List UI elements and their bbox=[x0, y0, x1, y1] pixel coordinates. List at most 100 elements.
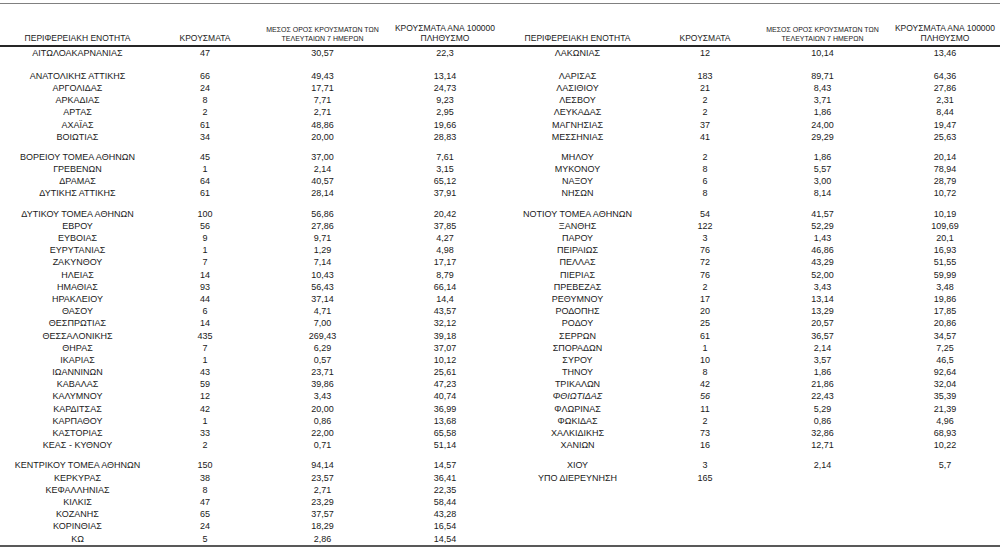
avg7-cell: 29,29 bbox=[755, 131, 890, 143]
avg7-cell bbox=[755, 532, 890, 545]
region-name-cell: ΜΥΚΟΝΟΥ bbox=[500, 163, 655, 175]
cases-cell: 61 bbox=[155, 187, 255, 199]
region-name-cell: ΛΕΥΚΑΔΑΣ bbox=[500, 106, 655, 118]
cases-cell: 8 bbox=[655, 163, 755, 175]
region-name-cell: ΛΑΚΩΝΙΑΣ bbox=[500, 46, 655, 59]
avg7-cell: 1,86 bbox=[755, 106, 890, 118]
table-row: ΑΡΚΑΔΙΑΣ87,719,23ΛΕΣΒΟΥ23,712,31 bbox=[0, 94, 1000, 106]
cases-cell: 100 bbox=[155, 208, 255, 220]
avg7-cell bbox=[755, 484, 890, 496]
cases-cell: 183 bbox=[655, 70, 755, 82]
avg7-cell: 0,57 bbox=[255, 354, 390, 366]
avg7-cell: 8,14 bbox=[755, 187, 890, 199]
per100k-cell: 51,14 bbox=[390, 439, 500, 451]
avg7-cell: 2,14 bbox=[755, 459, 890, 471]
table-row: ΒΟΙΩΤΙΑΣ3420,0028,83ΜΕΣΣΗΝΙΑΣ4129,2925,6… bbox=[0, 131, 1000, 143]
cases-cell: 24 bbox=[155, 520, 255, 532]
avg7-cell: 28,14 bbox=[255, 187, 390, 199]
avg7-cell: 21,86 bbox=[755, 378, 890, 390]
cases-cell bbox=[655, 532, 755, 545]
cases-cell: 47 bbox=[155, 496, 255, 508]
per100k-cell: 13,46 bbox=[890, 46, 1000, 59]
cases-cell: 44 bbox=[155, 293, 255, 305]
region-name-cell: ΘΕΣΠΡΩΤΙΑΣ bbox=[0, 317, 155, 329]
cases-cell: 14 bbox=[155, 269, 255, 281]
avg7-cell: 7,14 bbox=[255, 256, 390, 268]
table-row: ΕΥΡΥΤΑΝΙΑΣ11,294,98ΠΕΙΡΑΙΩΣ7646,8616,93 bbox=[0, 244, 1000, 256]
per100k-cell: 7,25 bbox=[890, 342, 1000, 354]
region-name-cell: ΚΕΦΑΛΛΗΝΙΑΣ bbox=[0, 484, 155, 496]
cases-cell: 21 bbox=[655, 82, 755, 94]
region-name-cell: ΚΟΡΙΝΘΙΑΣ bbox=[0, 520, 155, 532]
cases-cell: 61 bbox=[655, 329, 755, 341]
avg7-cell: 1,43 bbox=[755, 232, 890, 244]
per100k-cell: 13,14 bbox=[390, 70, 500, 82]
header-per100k-right-line1: ΚΡΟΥΣΜΑΤΑ ΑΝΑ 100000 bbox=[895, 23, 995, 33]
region-name-cell: ΕΥΒΟΙΑΣ bbox=[0, 232, 155, 244]
avg7-cell: 0,71 bbox=[255, 439, 390, 451]
region-name-cell: ΜΑΓΝΗΣΙΑΣ bbox=[500, 118, 655, 130]
avg7-cell bbox=[755, 472, 890, 484]
region-name-cell: ΣΥΡΟΥ bbox=[500, 354, 655, 366]
header-avg7-right-line2: ΤΕΛΕΥΤΑΙΩΝ 7 ΗΜΕΡΩΝ bbox=[782, 35, 864, 42]
per100k-cell: 37,91 bbox=[390, 187, 500, 199]
per100k-cell: 20,1 bbox=[890, 232, 1000, 244]
per100k-cell: 65,12 bbox=[390, 175, 500, 187]
region-name-cell: ΚΑΛΥΜΝΟΥ bbox=[0, 390, 155, 402]
per100k-cell: 14,4 bbox=[390, 293, 500, 305]
spacer-row bbox=[0, 59, 1000, 70]
per100k-cell: 32,12 bbox=[390, 317, 500, 329]
region-name-cell: ΠΕΙΡΑΙΩΣ bbox=[500, 244, 655, 256]
per100k-cell: 58,44 bbox=[390, 496, 500, 508]
per100k-cell: 109,69 bbox=[890, 220, 1000, 232]
table-row: ΘΑΣΟΥ64,7143,57ΡΟΔΟΠΗΣ2013,2917,85 bbox=[0, 305, 1000, 317]
avg7-cell: 23,57 bbox=[255, 472, 390, 484]
region-name-cell: ΑΡΚΑΔΙΑΣ bbox=[0, 94, 155, 106]
per100k-cell: 27,86 bbox=[890, 82, 1000, 94]
per100k-cell: 66,14 bbox=[390, 281, 500, 293]
region-name-cell: ΚΕΡΚΥΡΑΣ bbox=[0, 472, 155, 484]
avg7-cell: 94,14 bbox=[255, 459, 390, 471]
per100k-cell: 13,68 bbox=[390, 415, 500, 427]
avg7-cell: 32,86 bbox=[755, 427, 890, 439]
cases-cell: 33 bbox=[155, 427, 255, 439]
per100k-cell: 4,98 bbox=[390, 244, 500, 256]
region-name-cell: ΑΙΤΩΛΟΑΚΑΡΝΑΝΙΑΣ bbox=[0, 46, 155, 59]
spacer-cell bbox=[0, 200, 1000, 208]
cases-cell: 6 bbox=[655, 175, 755, 187]
avg7-cell: 2,14 bbox=[755, 342, 890, 354]
per100k-cell bbox=[890, 532, 1000, 545]
per100k-cell: 25,61 bbox=[390, 366, 500, 378]
spacer-cell bbox=[0, 143, 1000, 151]
per100k-cell: 28,83 bbox=[390, 131, 500, 143]
region-name-cell: ΦΛΩΡΙΝΑΣ bbox=[500, 403, 655, 415]
avg7-cell bbox=[755, 520, 890, 532]
table-row: ΚΕΦΑΛΛΗΝΙΑΣ82,7122,35 bbox=[0, 484, 1000, 496]
cases-cell: 37 bbox=[655, 118, 755, 130]
cases-cell: 7 bbox=[155, 342, 255, 354]
table-row: ΕΒΡΟΥ5627,8637,85ΞΑΝΘΗΣ12252,29109,69 bbox=[0, 220, 1000, 232]
header-cases-right: ΚΡΟΥΣΜΑΤΑ bbox=[655, 4, 755, 46]
cases-cell: 2 bbox=[155, 106, 255, 118]
table-row: ΔΥΤΙΚΟΥ ΤΟΜΕΑ ΑΘΗΝΩΝ10056,8620,42ΝΟΤΙΟΥ … bbox=[0, 208, 1000, 220]
region-name-cell: ΠΡΕΒΕΖΑΣ bbox=[500, 281, 655, 293]
cases-cell: 8 bbox=[655, 366, 755, 378]
avg7-cell: 52,29 bbox=[755, 220, 890, 232]
per100k-cell: 5,7 bbox=[890, 459, 1000, 471]
per100k-cell: 25,63 bbox=[890, 131, 1000, 143]
table-row: ΚΕΝΤΡΙΚΟΥ ΤΟΜΕΑ ΑΘΗΝΩΝ15094,1414,57ΧΙΟΥ3… bbox=[0, 459, 1000, 471]
cases-cell bbox=[655, 520, 755, 532]
avg7-cell: 39,86 bbox=[255, 378, 390, 390]
avg7-cell: 24,00 bbox=[755, 118, 890, 130]
cases-cell: 76 bbox=[655, 244, 755, 256]
header-region-right: ΠΕΡΙΦΕΡΕΙΑΚΗ ΕΝΟΤΗΤΑ bbox=[500, 4, 655, 46]
avg7-cell: 0,86 bbox=[755, 415, 890, 427]
cases-cell: 47 bbox=[155, 46, 255, 59]
table-row: ΑΙΤΩΛΟΑΚΑΡΝΑΝΙΑΣ4730,5722,3ΛΑΚΩΝΙΑΣ1210,… bbox=[0, 46, 1000, 59]
avg7-cell bbox=[755, 496, 890, 508]
per100k-cell: 20,14 bbox=[890, 151, 1000, 163]
cases-cell: 1 bbox=[155, 244, 255, 256]
region-name-cell: ΑΡΓΟΛΙΔΑΣ bbox=[0, 82, 155, 94]
avg7-cell: 3,71 bbox=[755, 94, 890, 106]
table-row: ΚΑΛΥΜΝΟΥ123,4340,74ΦΘΙΩΤΙΔΑΣ5622,4335,39 bbox=[0, 390, 1000, 402]
